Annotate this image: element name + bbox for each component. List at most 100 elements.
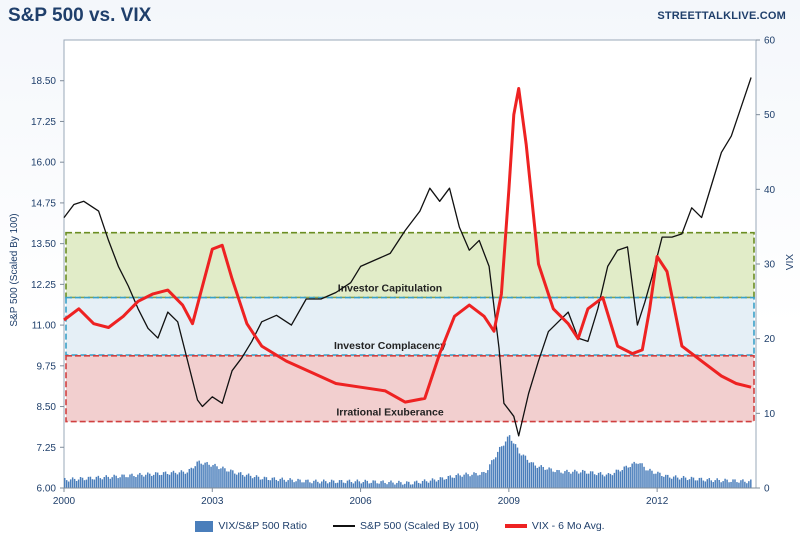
sp500-line [63,77,752,437]
ratio-bar [218,469,220,488]
ratio-bar [178,472,181,488]
ratio-bar [506,436,509,488]
ratio-bar [734,479,736,488]
ratio-bar [728,482,730,488]
ratio-bar [708,478,711,488]
ratio-bar [427,482,430,488]
ratio-bar [625,465,627,488]
ratio-bar [449,475,452,488]
ratio-bar [694,480,697,488]
x-tick-label: 2003 [201,496,224,507]
ratio-bar [107,476,109,488]
ratio-bar [534,465,537,488]
ratio-bar [411,484,414,488]
y-left-tick-label: 17.25 [31,117,56,128]
ratio-bar [455,475,457,488]
lines-layer [63,77,752,437]
ratio-bar [162,472,165,488]
y-left-tick-label: 9.75 [37,361,57,372]
ratio-bar [269,480,272,488]
ratio-bar [674,475,677,488]
ratio-bar [141,474,143,488]
ratio-bar [93,479,96,488]
ratio-bar [164,471,167,488]
ratio-bar [502,445,505,488]
y-right-tick-label: 30 [764,260,776,271]
ratio-bar [241,474,244,488]
ratio-bar [299,479,301,488]
ratio-bar [425,481,428,488]
ratio-bar [226,471,228,488]
ratio-bar [392,482,394,488]
ratio-bar [206,462,208,488]
ratio-bar [445,479,448,488]
ratio-bar [520,455,523,488]
ratio-bar [160,474,163,488]
ratio-bar [172,470,175,488]
ratio-bar [686,480,689,488]
y-left-tick-label: 12.25 [31,280,56,291]
ratio-bar [500,446,503,488]
ratio-bar [230,469,232,488]
ratio-bar [95,476,98,488]
ratio-bar [376,483,378,488]
ratio-bar [65,480,68,488]
ratio-bar [232,470,234,488]
ratio-bar [649,468,651,488]
ratio-bar [125,477,127,488]
ratio-bar [174,472,177,488]
ratio-bar [623,466,626,488]
ratio-bar [117,478,119,488]
x-tick-label: 2000 [53,496,76,507]
ratio-bar [495,457,497,488]
ratio-bar [597,472,600,488]
ratio-bar [479,474,481,488]
ratio-bar [423,479,426,488]
ratio-bar [700,477,703,488]
ratio-bar [621,470,624,488]
axes-layer: 6.00 7.25 8.50 9.75 11.00 12.25 13.50 14.75 16.0… [31,36,776,508]
ratio-bar [105,475,107,488]
ratio-bar [451,477,453,488]
ratio-bar [295,481,297,488]
ratio-bar [657,471,659,488]
ratio-bar [89,476,92,488]
zone-label-3: Irrational Exuberance [336,407,444,419]
ratio-bar [469,476,471,488]
ratio-bar [528,462,531,488]
ratio-bar [570,473,572,488]
ratio-bar [546,469,548,488]
ratio-bar [617,469,620,488]
ratio-bar [706,479,709,488]
ratio-bar [380,481,382,488]
ratio-bar [568,472,570,488]
ratio-bar [639,463,641,488]
ratio-bar [591,471,594,488]
ratio-bar [587,473,590,488]
ratio-bar [293,482,295,488]
ratio-bar [400,482,402,488]
ratio-bar [285,481,287,488]
y-right-tick-label: 60 [764,36,776,47]
ratio-bar [558,470,560,488]
ratio-bar [85,479,88,488]
ratio-bar [113,474,115,488]
ratio-bar [530,462,533,488]
ratio-bar [150,475,153,488]
ratio-bar [471,474,473,488]
ratio-bar [536,467,539,488]
ratio-bar [682,475,685,488]
ratio-bar [627,467,629,488]
ratio-bar [334,483,337,488]
ratio-bar [147,472,149,488]
ratio-bar [457,473,459,488]
y-right-tick-label: 40 [764,185,776,196]
ratio-bar [123,474,125,488]
ratio-bar [406,481,408,488]
ratio-bar [508,435,511,488]
ratio-bar [461,476,463,488]
ratio-bar [613,472,616,488]
ratio-bar [429,480,432,488]
ratio-bar [491,460,493,488]
ratio-bar [133,476,135,488]
